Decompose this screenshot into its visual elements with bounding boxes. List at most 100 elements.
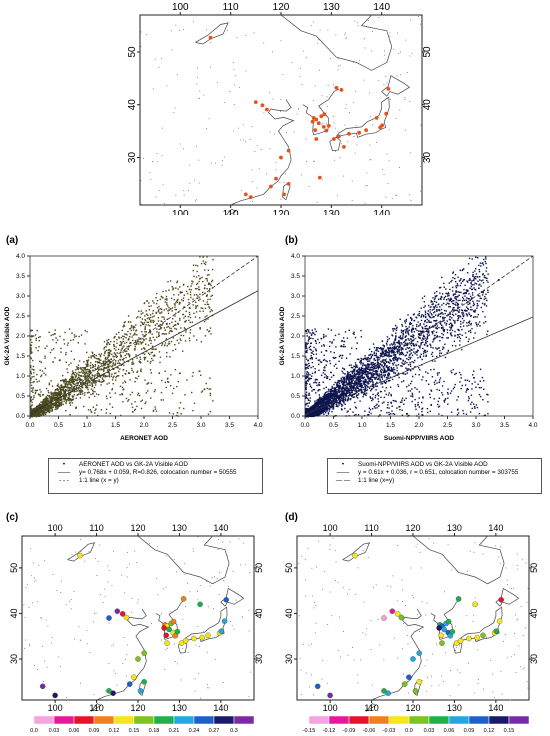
- data-point: [54, 392, 56, 394]
- boundary-dot: [234, 84, 235, 86]
- data-point: [139, 316, 141, 319]
- data-point: [362, 377, 365, 380]
- data-point: [71, 398, 73, 401]
- data-point: [404, 331, 407, 333]
- data-point: [68, 397, 70, 399]
- data-point: [307, 380, 309, 382]
- data-point: [107, 365, 110, 367]
- data-point: [391, 378, 394, 381]
- data-point: [208, 330, 210, 333]
- data-point: [337, 379, 339, 382]
- data-point: [119, 344, 121, 346]
- data-point: [48, 382, 51, 384]
- data-point: [47, 400, 49, 403]
- data-point: [122, 389, 124, 391]
- boundary-dot: [183, 148, 184, 150]
- data-point: [412, 336, 415, 339]
- data-point: [428, 315, 431, 317]
- data-point: [316, 379, 318, 381]
- data-point: [427, 314, 430, 317]
- data-point: [346, 371, 349, 373]
- data-point: [172, 325, 175, 328]
- data-point: [56, 394, 59, 396]
- data-point: [53, 396, 55, 398]
- data-point: [31, 341, 33, 344]
- data-point: [43, 398, 46, 400]
- data-point: [431, 314, 433, 316]
- data-point: [390, 350, 392, 352]
- data-point: [433, 330, 435, 332]
- data-point: [179, 317, 181, 320]
- data-point: [44, 397, 47, 400]
- data-point: [410, 352, 412, 354]
- data-point: [150, 321, 152, 323]
- boundary-dot: [396, 194, 398, 196]
- data-point: [131, 359, 134, 361]
- data-point: [165, 323, 168, 325]
- data-point: [71, 332, 73, 334]
- data-point: [335, 405, 338, 407]
- data-point: [321, 397, 323, 399]
- data-point: [62, 403, 64, 406]
- data-point: [59, 393, 61, 396]
- data-point: [47, 407, 49, 410]
- boundary-dot: [313, 100, 314, 102]
- boundary-dot: [161, 58, 163, 60]
- data-point: [386, 340, 388, 343]
- data-point: [134, 401, 136, 403]
- data-point: [433, 308, 435, 310]
- boundary-dot: [420, 166, 421, 167]
- data-point: [98, 368, 100, 370]
- coastline: [280, 14, 393, 71]
- x-tick-label: 2.0: [139, 422, 148, 429]
- data-point: [399, 344, 401, 346]
- boundary-dot: [291, 120, 292, 122]
- data-point: [148, 302, 150, 304]
- data-point: [357, 379, 359, 382]
- data-point: [90, 357, 92, 359]
- data-point: [176, 385, 178, 388]
- data-point: [44, 357, 46, 359]
- data-point: [45, 396, 48, 399]
- data-point: [56, 392, 58, 394]
- data-point: [59, 399, 61, 401]
- data-point: [138, 394, 141, 397]
- data-point: [120, 344, 122, 346]
- boundary-dot: [344, 34, 346, 36]
- data-point: [89, 364, 91, 367]
- boundary-dot: [285, 173, 287, 175]
- data-point: [158, 325, 160, 327]
- data-point: [71, 374, 73, 376]
- data-point: [167, 310, 169, 312]
- data-point: [465, 391, 467, 393]
- data-point: [145, 313, 148, 315]
- data-point: [345, 385, 347, 387]
- data-point: [372, 381, 374, 383]
- data-point: [106, 383, 108, 385]
- boundary-dot: [393, 48, 395, 50]
- data-point: [471, 294, 474, 296]
- data-point: [112, 360, 114, 362]
- data-point: [426, 318, 428, 321]
- data-point: [382, 369, 384, 371]
- data-point: [48, 411, 51, 413]
- data-point: [477, 257, 479, 259]
- data-point: [154, 389, 156, 391]
- data-point: [159, 312, 161, 314]
- boundary-dot: [389, 32, 391, 34]
- data-point: [38, 405, 40, 407]
- data-point: [91, 375, 94, 377]
- data-point: [317, 359, 319, 361]
- site-marker: [286, 182, 291, 186]
- boundary-dot: [286, 132, 287, 133]
- data-point: [404, 329, 406, 331]
- data-point: [201, 276, 203, 279]
- data-point: [207, 269, 210, 271]
- data-point: [466, 302, 468, 304]
- data-point: [434, 314, 437, 316]
- data-point: [431, 326, 433, 328]
- data-point: [110, 340, 112, 343]
- data-point: [183, 294, 185, 296]
- data-point: [117, 348, 120, 350]
- data-point: [122, 359, 125, 361]
